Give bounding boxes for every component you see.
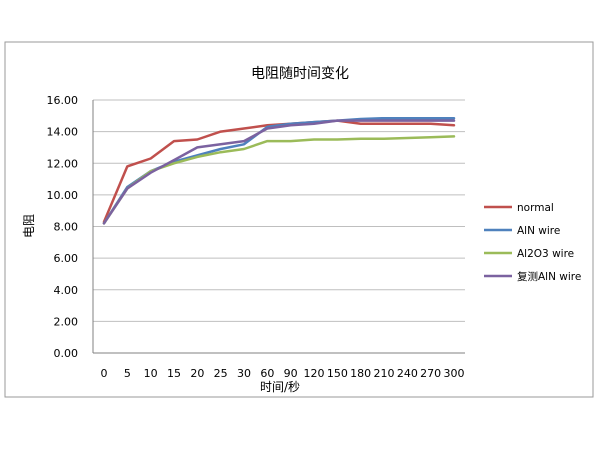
series-lines xyxy=(102,116,456,225)
x-tick-label: 25 xyxy=(214,367,228,380)
y-tick-label: 14.00 xyxy=(47,126,79,139)
x-tick-label: 30 xyxy=(237,367,251,380)
chart-border xyxy=(4,41,594,398)
x-tick-label: 10 xyxy=(144,367,158,380)
x-tick-label: 120 xyxy=(304,367,325,380)
axes: 0.00 2.00 4.00 6.00 8.00 10.00 12.00 14.00 16.00… xyxy=(47,94,465,380)
legend-label-0: normal xyxy=(517,202,554,214)
y-axis-label: 电阻 xyxy=(22,214,36,238)
y-tick-label: 8.00 xyxy=(54,221,79,234)
chart-title: 电阻随时间变化 xyxy=(251,66,349,82)
x-tick-label: 90 xyxy=(284,367,298,380)
x-tick-label: 180 xyxy=(350,367,371,380)
y-tick-label: 2.00 xyxy=(54,315,79,328)
legend-label-2: Al2O3 wire xyxy=(517,248,574,260)
x-tick-label: 300 xyxy=(444,367,465,380)
series-line-3 xyxy=(102,119,456,225)
x-tick-label: 150 xyxy=(327,367,348,380)
y-tick-label: 10.00 xyxy=(47,189,79,202)
y-tick-label: 16.00 xyxy=(47,94,79,107)
x-tick-label: 0 xyxy=(101,367,108,380)
gridlines xyxy=(93,99,465,322)
y-tick-label: 6.00 xyxy=(54,252,79,265)
x-tick-label: 240 xyxy=(397,367,418,380)
x-tick-label: 20 xyxy=(190,367,204,380)
y-tick-label: 0.00 xyxy=(54,347,79,360)
legend: normal AlN wire Al2O3 wire 复测AlN wire xyxy=(484,202,581,283)
legend-label-1: AlN wire xyxy=(517,225,560,237)
y-tick-label: 12.00 xyxy=(47,157,79,170)
x-tick-label: 210 xyxy=(374,367,395,380)
y-tick-label: 4.00 xyxy=(54,284,79,297)
x-tick-label: 15 xyxy=(167,367,181,380)
x-tick-label: 270 xyxy=(420,367,441,380)
legend-label-3: 复测AlN wire xyxy=(517,270,581,283)
x-tick-label: 5 xyxy=(124,367,131,380)
x-axis-label: 时间/秒 xyxy=(260,380,300,394)
x-tick-label: 60 xyxy=(260,367,274,380)
